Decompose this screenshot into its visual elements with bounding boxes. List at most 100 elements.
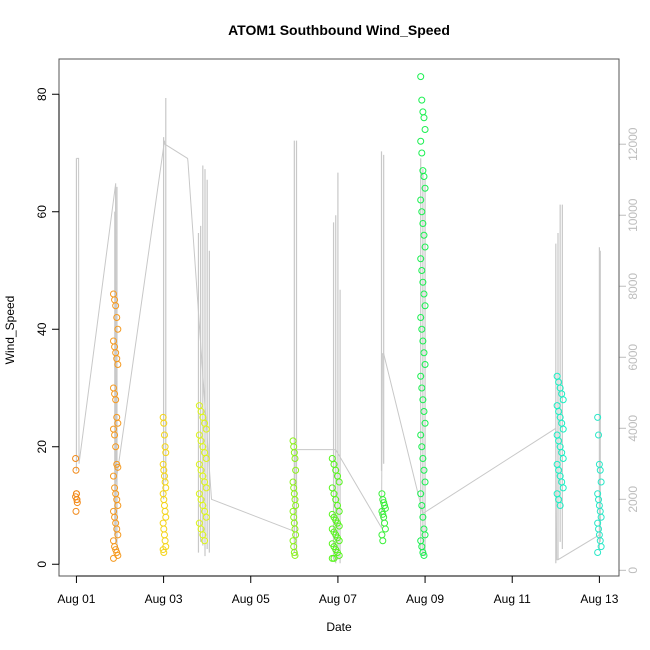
- wind-speed-point: [421, 419, 429, 427]
- wind-speed-point: [419, 396, 427, 404]
- wind-speed-point: [290, 513, 298, 521]
- wind-speed-point: [417, 137, 425, 145]
- wind-speed-point: [109, 554, 117, 562]
- wind-speed-point: [420, 231, 428, 239]
- wind-speed-point: [335, 551, 343, 559]
- wind-speed-point: [202, 455, 210, 462]
- y-axis-label: Wind_Speed: [3, 296, 17, 365]
- wind-speed-point: [559, 396, 567, 404]
- wind-speed-point: [418, 443, 426, 451]
- right-tick-label: 6000: [626, 344, 640, 371]
- wind-speed-point: [379, 537, 387, 545]
- wind-speed-point: [111, 431, 119, 439]
- wind-speed-point: [72, 507, 80, 515]
- wind-speed-point: [195, 402, 203, 410]
- wind-speed-point: [114, 502, 122, 509]
- wind-speed-point: [289, 537, 297, 545]
- wind-speed-point: [421, 243, 429, 251]
- wind-speed-point: [418, 208, 426, 216]
- wind-speed-point: [328, 484, 336, 492]
- wind-speed-point: [420, 349, 428, 357]
- wind-speed-point: [159, 546, 167, 554]
- wind-speed-point: [201, 537, 209, 545]
- wind-speed-point: [559, 484, 567, 492]
- wind-speed-point: [559, 455, 567, 462]
- right-tick-label: 2000: [626, 486, 640, 513]
- wind-speed-point: [553, 431, 561, 439]
- wind-speed-point: [291, 551, 299, 559]
- wind-speed-point: [596, 466, 604, 474]
- wind-speed-point: [418, 384, 426, 392]
- wind-speed-point: [159, 519, 167, 527]
- wind-speed-point: [381, 502, 389, 509]
- wind-speed-point: [335, 478, 343, 486]
- wind-speed-point: [553, 490, 561, 498]
- wind-speed-point: [381, 519, 389, 527]
- wind-speed-point: [289, 507, 297, 515]
- wind-speed-point: [195, 519, 203, 527]
- wind-speed-point: [160, 431, 168, 439]
- wind-speed-point: [161, 507, 169, 515]
- wind-speed-point: [112, 443, 120, 451]
- wind-speed-point: [595, 431, 603, 439]
- wind-speed-point: [73, 496, 81, 504]
- wind-speed-point: [418, 96, 426, 104]
- wind-speed-point: [113, 549, 121, 556]
- right-tick-label: 0: [626, 567, 640, 574]
- wind-speed-point: [556, 502, 564, 509]
- wind-speed-point: [72, 455, 80, 462]
- wind-speed-point: [421, 531, 429, 539]
- wind-speed-point: [290, 543, 298, 551]
- wind-speed-point: [597, 478, 605, 486]
- wind-speed-point: [202, 425, 210, 433]
- y-tick-label: 0: [35, 561, 49, 568]
- wind-speed-point: [378, 531, 386, 539]
- wind-speed-point: [553, 372, 561, 380]
- wind-speed-point: [418, 325, 426, 333]
- wind-speed-point: [112, 302, 120, 310]
- wind-speed-point: [289, 437, 297, 445]
- wind-speed-point: [597, 543, 605, 551]
- wind-speed-point: [162, 449, 170, 457]
- wind-speed-point: [417, 73, 425, 81]
- wind-speed-point: [417, 314, 425, 321]
- wind-speed-point: [594, 413, 602, 421]
- wind-speed-point: [421, 478, 429, 486]
- wind-speed-point: [419, 549, 427, 556]
- wind-speed-point: [195, 431, 203, 439]
- x-tick-label: Aug 11: [494, 592, 531, 606]
- wind-speed-point: [417, 372, 425, 380]
- x-tick-label: Aug 03: [145, 592, 183, 606]
- x-tick-label: Aug 05: [232, 592, 270, 606]
- wind-speed-point: [328, 455, 336, 462]
- wind-speed-point: [418, 267, 426, 274]
- wind-speed-point: [417, 431, 425, 439]
- wind-speed-point: [161, 537, 169, 545]
- wind-speed-point: [420, 551, 428, 559]
- y-tick-label: 60: [35, 205, 49, 219]
- wind-speed-point: [292, 531, 300, 539]
- wind-speed-point: [419, 220, 427, 227]
- wind-speed-point: [195, 490, 203, 498]
- wind-speed-point: [195, 460, 203, 468]
- wind-speed-points: [72, 73, 605, 562]
- x-axis: Aug 01 Aug 03 Aug 05 Aug 07 Aug 09 Aug 11 Aug …: [57, 575, 619, 606]
- wind-speed-point: [160, 419, 168, 427]
- wind-speed-point: [597, 513, 605, 521]
- wind-speed-point: [114, 361, 122, 368]
- right-tick-label: 10000: [626, 198, 640, 232]
- right-tick-label: 8000: [626, 273, 640, 300]
- wind-speed-point: [111, 543, 119, 551]
- wind-speed-point: [381, 525, 389, 533]
- y-axis: 0 20 40 60 80: [35, 87, 60, 568]
- wind-speed-point: [292, 502, 300, 509]
- x-tick-label: Aug 01: [57, 592, 95, 606]
- wind-speed-point: [160, 531, 168, 539]
- wind-speed-point: [162, 484, 170, 492]
- wind-speed-point: [160, 472, 168, 480]
- wind-speed-point: [420, 114, 428, 122]
- wind-speed-point: [419, 513, 427, 521]
- wind-speed-point: [113, 460, 121, 468]
- wind-speed-point: [330, 554, 338, 562]
- wind-speed-point: [160, 549, 168, 556]
